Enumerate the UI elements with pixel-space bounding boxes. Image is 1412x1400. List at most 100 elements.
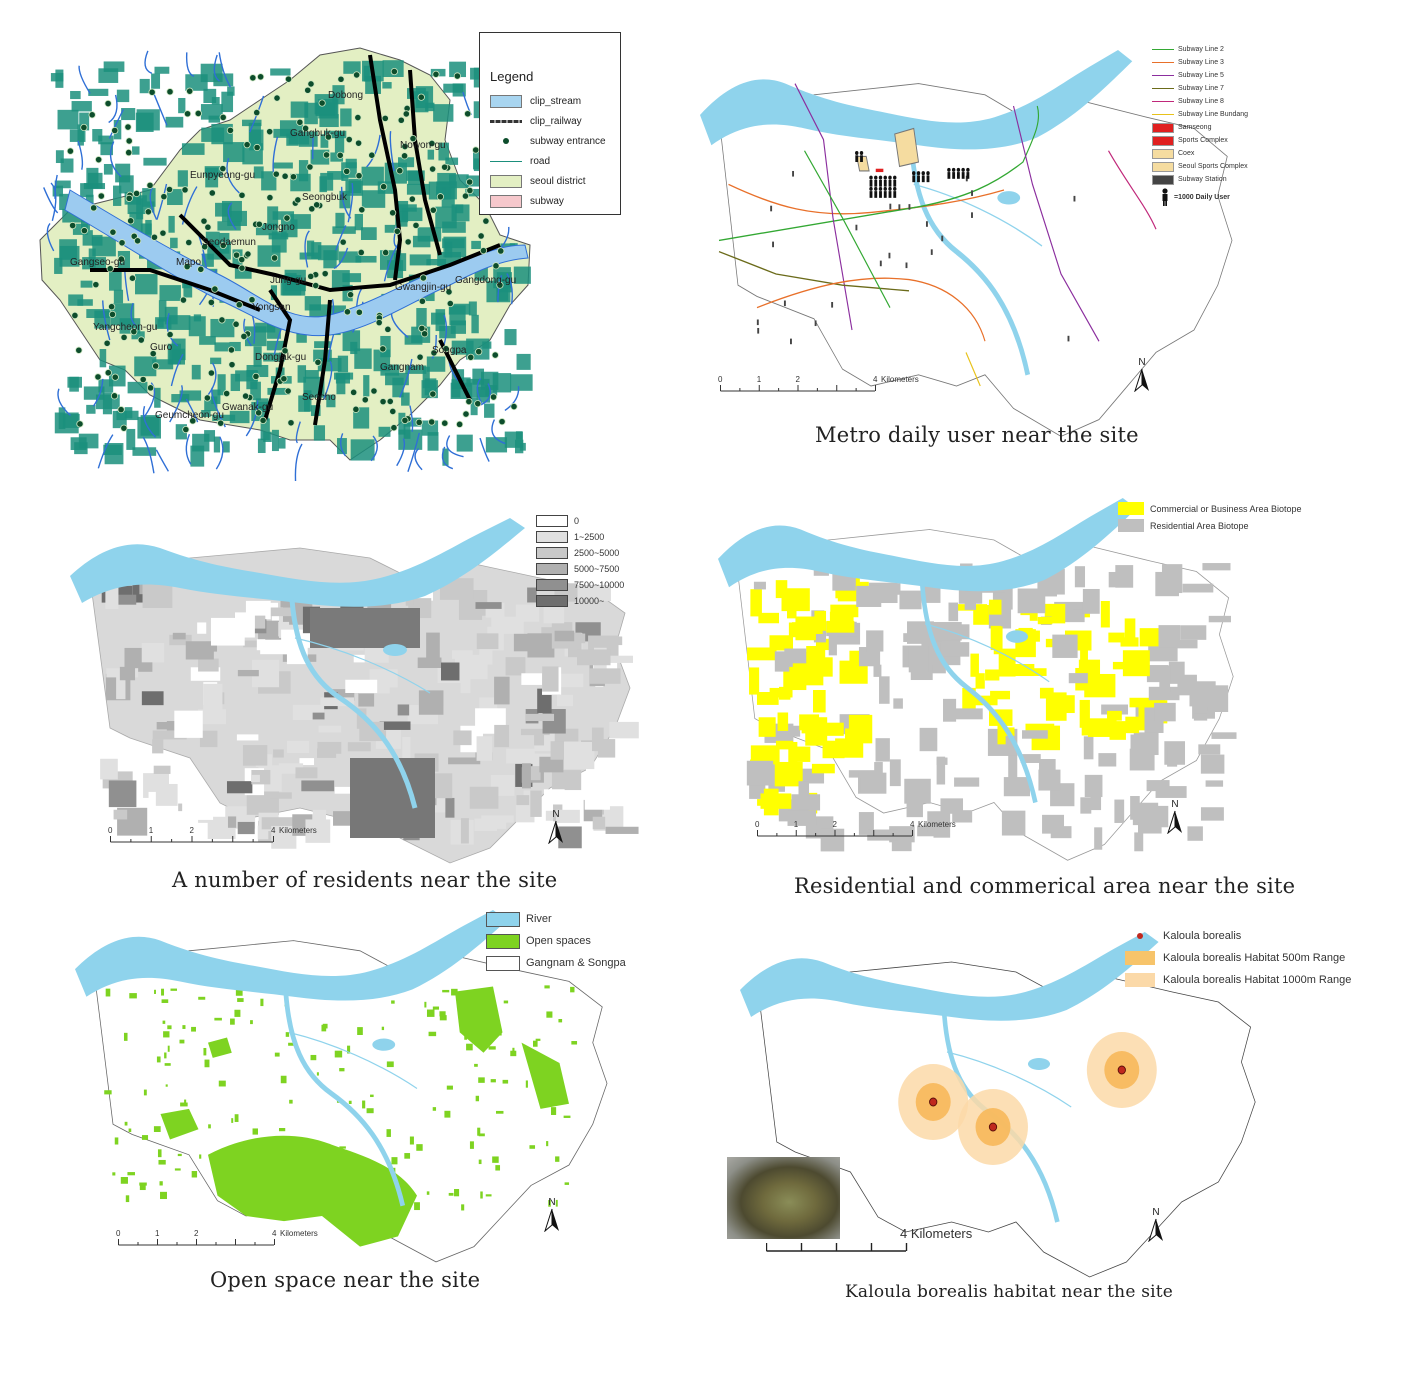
stream-line (50, 182, 57, 222)
stream-line (46, 223, 55, 252)
district-label: Geumcheon-gu (155, 410, 224, 421)
legend-swatch (1125, 951, 1155, 965)
subway-entrance-dot (429, 206, 437, 214)
road-network-block (471, 240, 481, 250)
sports-complex-area (856, 155, 870, 172)
land-block (287, 740, 310, 753)
land-block (469, 786, 499, 809)
landuse-scale-bar: 0 1 2 4 Kilometers (755, 820, 956, 837)
open-space-patch (555, 1199, 558, 1207)
land-block (940, 798, 964, 814)
arrow-half-dark (1175, 811, 1182, 833)
legend-swatch (1152, 87, 1174, 90)
land-block (1039, 759, 1056, 773)
road-network-block (319, 114, 339, 128)
road-network-block (113, 289, 124, 304)
land-block (1001, 810, 1026, 836)
open-space-patch (477, 1127, 481, 1136)
subway-entrance-dot (472, 146, 480, 154)
subway-entrance-dot (159, 229, 167, 237)
road-network-block (338, 251, 362, 263)
subway-entrance-dot (462, 410, 470, 418)
road-network-block (405, 365, 427, 374)
land-block (359, 721, 384, 742)
person-icon (878, 175, 883, 180)
road-network-block (77, 299, 93, 306)
residents-legend-item: 2500~5000 (536, 545, 624, 561)
land-block (1022, 730, 1048, 739)
road-network-block (514, 439, 524, 454)
road-network-block (403, 422, 411, 439)
land-block (1193, 713, 1208, 721)
land-block (1167, 747, 1178, 767)
land-block (826, 722, 844, 736)
subway-entrance-dot (417, 93, 425, 101)
subway-entrance-dot (416, 353, 424, 361)
metro-legend-item: Samseong (1152, 121, 1248, 134)
land-block (527, 587, 537, 603)
land-block (1008, 754, 1018, 780)
legend-swatch (1152, 161, 1174, 172)
metro-legend-item: Subway Line Bundang (1152, 108, 1248, 121)
road-network-block (342, 273, 362, 283)
land-block (1039, 687, 1054, 699)
land-block (445, 797, 455, 818)
land-block (1108, 632, 1125, 643)
residents-scale-bar: 0 1 2 4 Kilometers (108, 826, 317, 843)
road-network-block (426, 356, 446, 372)
road-network-block (341, 174, 349, 181)
open-space-patch (125, 1195, 130, 1203)
subway-entrance-dot (201, 243, 209, 251)
road-network-block (58, 407, 66, 430)
road-network-block (257, 438, 266, 454)
land-block (788, 741, 798, 763)
subway-entrance-dot (324, 133, 333, 141)
stream-line (185, 398, 199, 423)
subway-entrance-dot (408, 195, 416, 203)
seokchon-lake (1005, 630, 1029, 643)
road-network-block (99, 349, 107, 368)
subway-entrance-dot (489, 393, 498, 401)
stream-line (43, 187, 59, 214)
land-block (777, 712, 789, 731)
legend-swatch (490, 194, 522, 208)
legend-swatch (1118, 519, 1144, 532)
stream-line (396, 438, 406, 467)
open-space-patch (120, 1177, 128, 1184)
subway-entrance-dot (132, 189, 141, 198)
metro-legend-item: Seoul Sports Complex (1152, 160, 1248, 173)
road-network-block (121, 108, 136, 121)
road-network-block (59, 245, 80, 267)
stream-line (185, 52, 195, 77)
land-block (271, 825, 297, 849)
open-space-patch (550, 1107, 557, 1115)
land-block (794, 746, 811, 762)
subway-entrance-dot (238, 264, 246, 272)
subway-entrance-dot (429, 390, 437, 398)
land-block (746, 760, 774, 786)
subway-entrance-dot (235, 301, 243, 309)
land-block (256, 639, 266, 651)
coex-area (894, 127, 920, 168)
land-block (798, 781, 810, 810)
landuse-legend: Commercial or Business Area Biotope Resid… (1118, 500, 1302, 534)
road-network-block (191, 364, 201, 380)
legend-swatch (490, 160, 522, 162)
land-block (402, 736, 411, 763)
stream-line (149, 186, 158, 220)
stream-line (340, 433, 347, 457)
road-network-block (253, 346, 262, 367)
road-network-block (210, 318, 235, 338)
subway-entrance-dot (253, 109, 261, 117)
stream-line (144, 50, 153, 74)
scale-bar-line (110, 836, 274, 843)
han-river (700, 50, 1133, 150)
open-space-patch (348, 1100, 352, 1105)
land-block (927, 811, 950, 833)
subway-entrance-dot (409, 134, 417, 143)
subway-entrance-dot (97, 192, 105, 200)
land-block (591, 727, 604, 752)
openspace-scale-bar: 0 1 2 4 Kilometers (116, 1229, 318, 1246)
subway-entrance-dot (69, 221, 77, 230)
road-network-block (221, 91, 234, 113)
